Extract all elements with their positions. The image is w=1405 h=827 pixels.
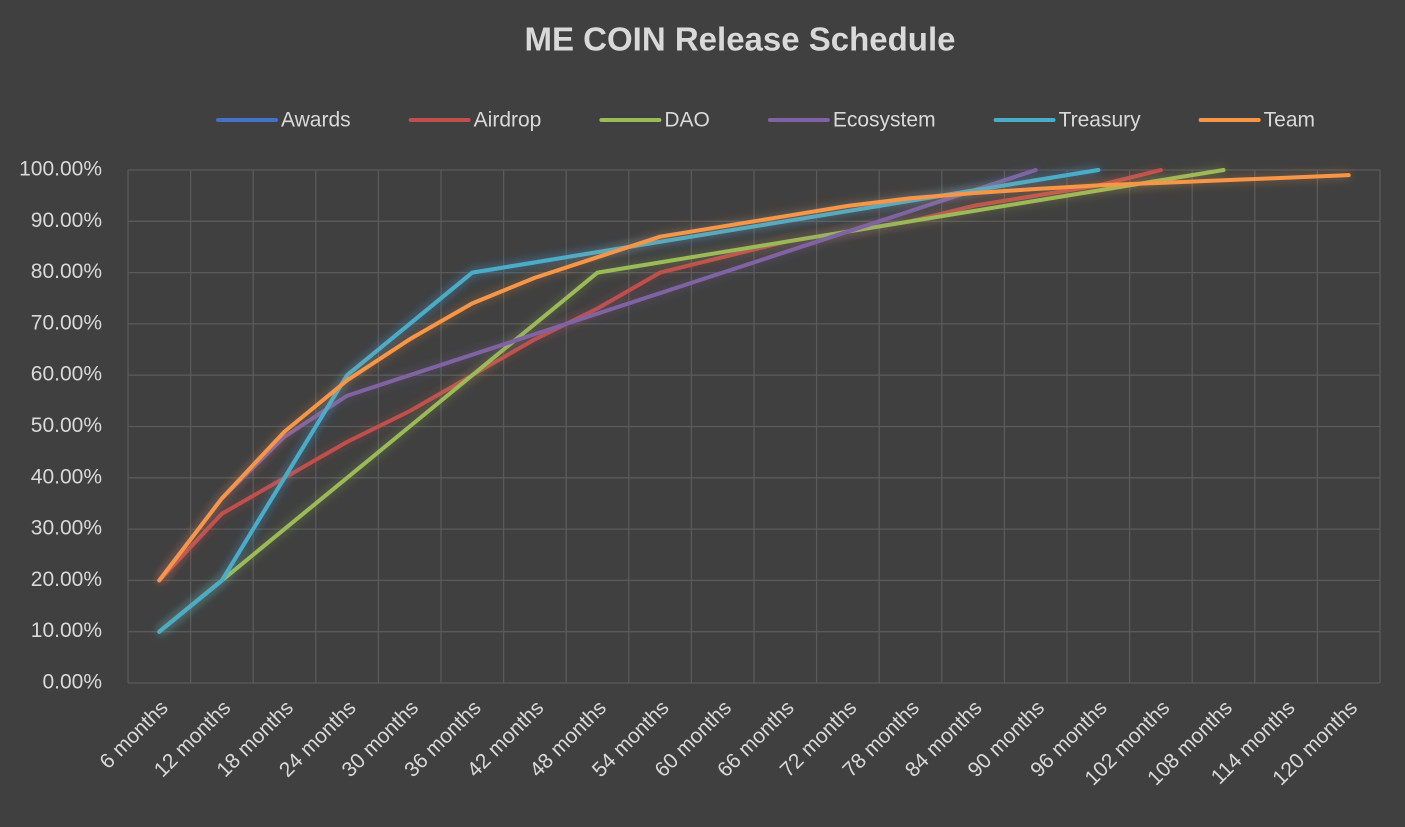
legend-label: Awards [281,109,351,132]
legend-label: DAO [664,109,710,132]
series-line [157,168,1226,634]
legend-label: Treasury [1059,109,1142,132]
legend-label: Airdrop [474,109,542,132]
legend-label: Team [1264,109,1315,132]
y-tick-label: 0.00% [42,671,102,694]
y-tick-label: 50.00% [31,414,102,437]
y-tick-label: 80.00% [31,260,102,283]
y-tick-label: 40.00% [31,465,102,488]
series-line [157,168,1038,583]
y-tick-label: 60.00% [31,363,102,386]
y-tick-label: 70.00% [31,311,102,334]
chart-title: ME COIN Release Schedule [525,21,956,58]
series-line [157,168,1163,583]
y-tick-label: 30.00% [31,517,102,540]
y-tick-label: 90.00% [31,209,102,232]
y-tick-label: 10.00% [31,619,102,642]
y-tick-label: 100.00% [19,158,102,181]
series-line [157,173,1351,583]
legend-label: Ecosystem [833,109,936,132]
y-tick-label: 20.00% [31,568,102,591]
legend: Awards Airdrop DAO Ecosystem Treasury Team [216,109,1315,132]
